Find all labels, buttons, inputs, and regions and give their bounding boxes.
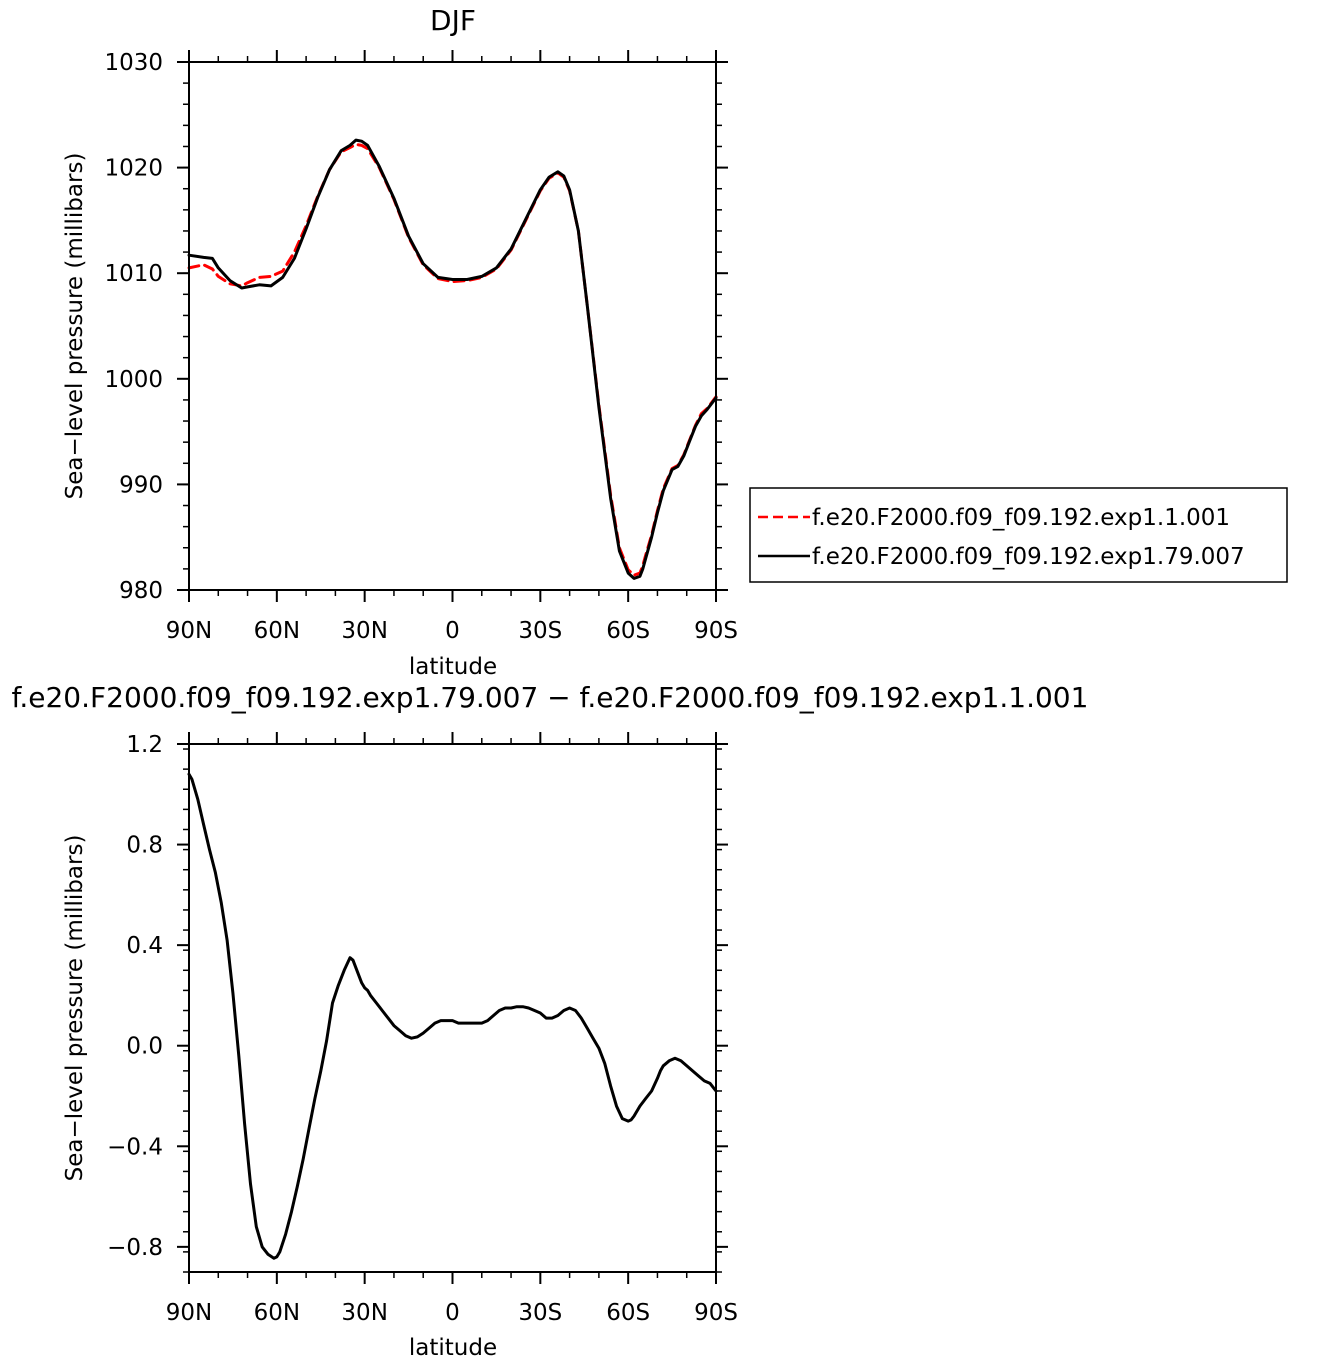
bottom-series-line-0	[187, 772, 718, 1260]
bottom-title: f.e20.F2000.f09_f09.192.exp1.79.007 − f.…	[12, 681, 1089, 714]
top-xlabel: latitude	[409, 654, 497, 680]
bottom-xtick-label-3: 0	[445, 1300, 460, 1326]
top-ytick-label-3: 1000	[104, 367, 163, 393]
bottom-xtick-label-2: 30N	[341, 1300, 387, 1326]
top-xtick-label-2: 30N	[341, 618, 387, 644]
legend-label-1: f.e20.F2000.f09_f09.192.exp1.1.001	[812, 505, 1230, 531]
bottom-ytick-label-1: 0.8	[126, 833, 163, 859]
legend-box	[749, 487, 1288, 583]
top-ytick-label-2: 1010	[104, 261, 163, 287]
top-series-line-0	[187, 142, 718, 577]
top-plot-frame	[188, 61, 717, 591]
top-xtick-label-0: 90N	[166, 618, 212, 644]
bottom-ticks: 90N 60N 30N 0 30S 60S 90S 1.2 0.8 0.4 0.0 −0.4 −0.8	[107, 732, 738, 1326]
legend: f.e20.F2000.f09_f09.192.exp1.1.001 f.e20…	[749, 487, 1288, 583]
top-xtick-label-1: 60N	[254, 618, 300, 644]
bottom-ytick-label-0: 1.2	[126, 732, 163, 758]
top-xtick-label-6: 90S	[694, 618, 738, 644]
top-series-line-1	[187, 138, 718, 580]
top-ylabel: Sea−level pressure (millibars)	[62, 153, 88, 500]
legend-label-2: f.e20.F2000.f09_f09.192.exp1.79.007	[812, 544, 1245, 570]
bottom-xlabel: latitude	[409, 1335, 497, 1361]
top-title: DJF	[430, 4, 476, 37]
bottom-ytick-label-3: 0.0	[126, 1034, 163, 1060]
top-ytick-label-4: 990	[119, 472, 163, 498]
top-ytick-label-1: 1020	[104, 156, 163, 182]
bottom-xtick-label-6: 90S	[694, 1300, 738, 1326]
bottom-xtick-label-5: 60S	[606, 1300, 650, 1326]
top-ytick-label-5: 980	[119, 578, 163, 604]
bottom-panel: f.e20.F2000.f09_f09.192.exp1.79.007 − f.…	[12, 681, 1089, 1361]
top-xtick-label-5: 60S	[606, 618, 650, 644]
top-xtick-label-3: 0	[445, 618, 460, 644]
bottom-ylabel: Sea−level pressure (millibars)	[62, 835, 88, 1182]
bottom-xtick-label-4: 30S	[518, 1300, 562, 1326]
bottom-ytick-label-5: −0.8	[107, 1235, 163, 1261]
top-ticks: 90N 60N 30N 0 30S 60S 90S 1030 1020 1010 1000 990 98…	[104, 50, 738, 644]
bottom-plot-frame	[188, 743, 717, 1273]
bottom-xtick-label-1: 60N	[254, 1300, 300, 1326]
top-panel: DJF Sea−level pressure (millibars) latit…	[62, 4, 738, 680]
top-ytick-label-0: 1030	[104, 50, 163, 76]
bottom-xtick-label-0: 90N	[166, 1300, 212, 1326]
bottom-ytick-label-2: 0.4	[126, 933, 163, 959]
top-lines	[187, 138, 718, 580]
bottom-lines	[187, 772, 718, 1260]
bottom-ytick-label-4: −0.4	[107, 1134, 163, 1160]
top-xtick-label-4: 30S	[518, 618, 562, 644]
